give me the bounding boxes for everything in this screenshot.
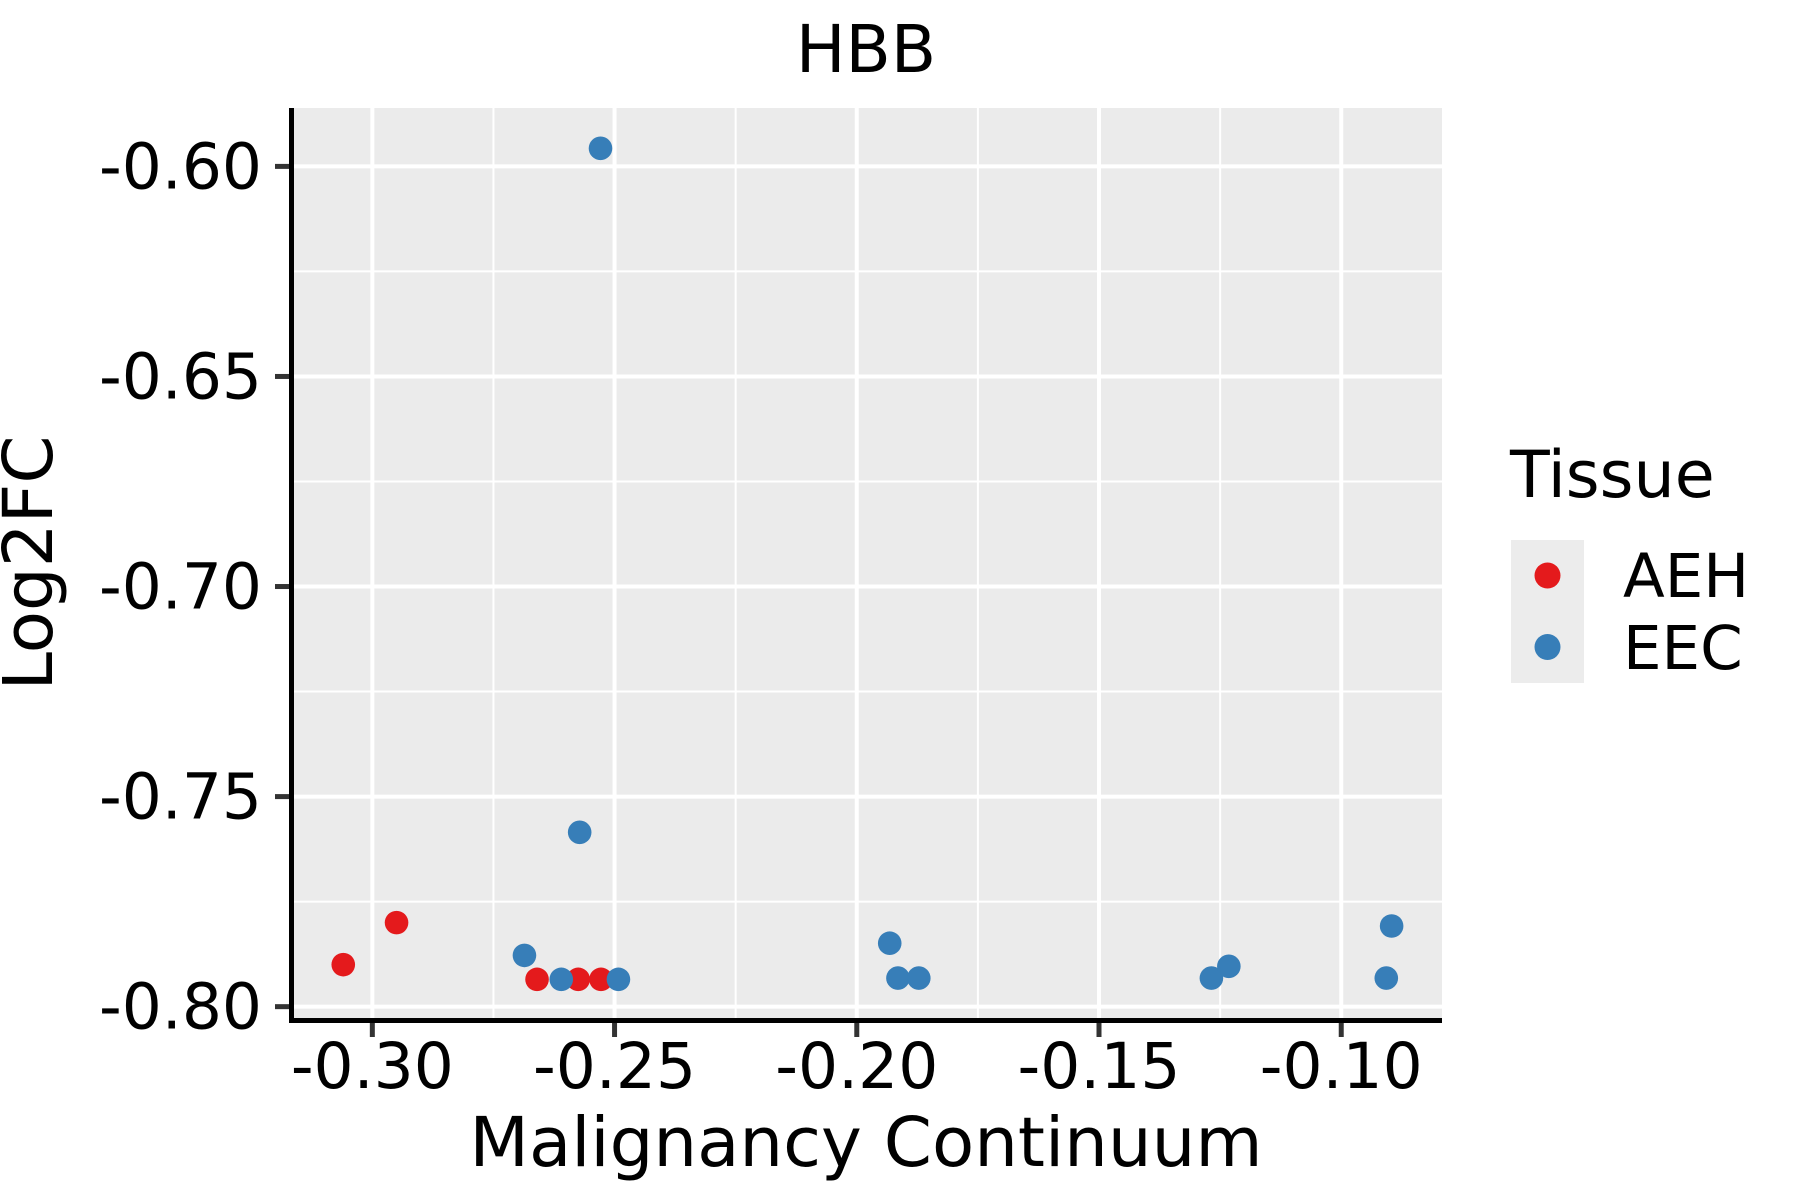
major-gridlines xyxy=(289,108,1442,1018)
y-tick-label: -0.70 xyxy=(99,551,262,624)
legend-label-eec: EEC xyxy=(1623,613,1743,684)
y-axis-label: Log2FC xyxy=(0,435,69,690)
tick-marks xyxy=(275,163,1344,1037)
chart-title: HBB xyxy=(796,11,936,88)
x-tick-label: -0.15 xyxy=(1017,1030,1180,1103)
data-point-aeh xyxy=(384,910,409,935)
data-point-eec xyxy=(549,967,574,992)
panel-background xyxy=(289,108,1442,1018)
data-point-aeh xyxy=(331,952,356,977)
data-point-eec xyxy=(1199,966,1224,990)
data-point-eec xyxy=(877,931,902,956)
data-point-aeh xyxy=(525,967,549,992)
tick-labels: -0.30 -0.25 -0.20 -0.15 -0.10 -0.60 -0.65 -0.70… xyxy=(99,130,1423,1103)
legend-swatch-eec-icon xyxy=(1534,634,1561,660)
y-tick-label: -0.65 xyxy=(99,340,262,413)
data-points xyxy=(331,136,1404,992)
x-tick-label: -0.20 xyxy=(775,1030,938,1103)
data-point-eec xyxy=(1379,914,1404,938)
legend: Tissue AEH EEC xyxy=(1509,438,1749,684)
data-point-eec xyxy=(567,820,592,845)
data-point-eec xyxy=(512,943,537,968)
data-point-aeh xyxy=(566,967,591,992)
legend-swatch-aeh-icon xyxy=(1534,562,1561,589)
x-tick-label: -0.30 xyxy=(291,1030,454,1103)
y-tick-label: -0.80 xyxy=(99,971,262,1044)
legend-label-aeh: AEH xyxy=(1623,541,1749,612)
data-point-eec xyxy=(588,136,613,161)
data-point-aeh xyxy=(589,967,613,992)
y-tick-label: -0.60 xyxy=(99,130,262,203)
legend-title: Tissue xyxy=(1509,438,1715,513)
data-point-eec xyxy=(1217,954,1241,979)
y-tick-label: -0.75 xyxy=(99,761,262,834)
x-tick-label: -0.10 xyxy=(1260,1030,1423,1103)
data-point-eec xyxy=(906,966,931,990)
data-point-eec xyxy=(606,967,631,992)
data-point-eec xyxy=(886,966,910,990)
minor-gridlines xyxy=(289,108,1442,1018)
data-point-eec xyxy=(1374,966,1399,990)
x-tick-label: -0.25 xyxy=(533,1030,696,1103)
x-axis-label: Malignancy Continuum xyxy=(469,1103,1262,1183)
